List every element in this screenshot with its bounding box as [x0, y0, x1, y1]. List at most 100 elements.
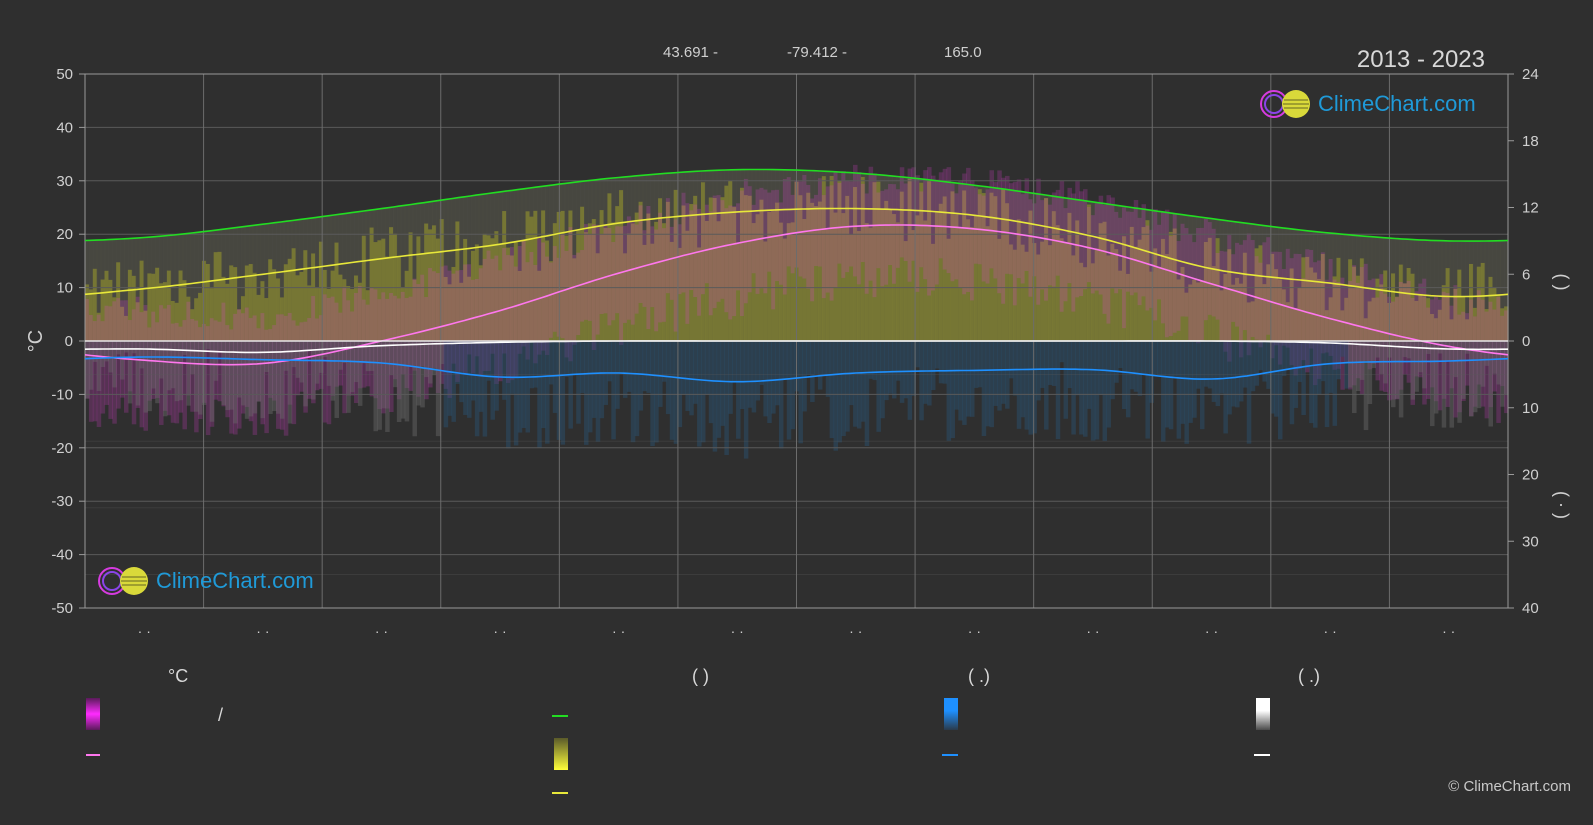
temp-range-bar: [1297, 253, 1302, 370]
sunshine-bar: [1293, 308, 1299, 341]
precip-bar: [587, 341, 593, 433]
temp-range-bar: [1476, 290, 1482, 385]
sunshine-bar: [120, 306, 125, 341]
temp-range-bar: [1437, 299, 1443, 411]
precip-bar: [864, 341, 870, 447]
x-tick-label-month: · ·: [1086, 623, 1099, 639]
temp-range-bar: [1285, 248, 1291, 348]
temp-range-bar: [529, 252, 534, 342]
temp-range-bar: [260, 313, 265, 425]
precip-bar: [997, 341, 1002, 411]
precip-bar: [104, 341, 109, 362]
sunshine-bar: [311, 253, 316, 341]
temp-range-bar: [856, 172, 862, 285]
temp-range-bar: [860, 183, 866, 263]
sunshine-bar: [318, 241, 324, 341]
precip-bar: [1433, 341, 1439, 414]
precip-bar: [443, 341, 449, 428]
sunshine-bar: [1141, 227, 1147, 341]
daylight-bar: [190, 233, 195, 341]
sunshine-bar: [221, 276, 226, 341]
precip-bar: [599, 341, 605, 419]
precip-bar: [728, 341, 733, 414]
sunshine-bar: [478, 265, 484, 341]
precip-bar: [264, 341, 269, 373]
precip-bar: [1379, 341, 1384, 374]
temp-range-bar: [1227, 235, 1232, 362]
sunshine-bar: [369, 227, 375, 341]
sunshine-bar: [541, 210, 546, 341]
logo-bottom[interactable]: ClimeChart.com: [96, 565, 314, 597]
sunshine-bar: [1122, 236, 1127, 341]
temp-range-bar: [763, 189, 768, 294]
sunshine-bar: [116, 262, 121, 341]
temp-range-bar: [494, 255, 499, 384]
temp-range-bar: [599, 234, 605, 315]
sunshine-bar: [1504, 306, 1509, 341]
sunshine-bar: [283, 264, 289, 341]
temp-range-bar: [486, 250, 492, 371]
temp-range-bar: [1008, 183, 1014, 275]
temp-range-bar: [143, 305, 148, 431]
sunshine-bar: [276, 278, 281, 341]
temp-range-bar: [853, 164, 858, 277]
y-axis-label-right-bottom: ( · ): [1552, 491, 1572, 519]
legend-snow-title: ( .): [1298, 666, 1320, 686]
temp-range-bar: [131, 309, 137, 425]
precip-bar: [517, 341, 523, 433]
sunshine-bar: [1157, 266, 1162, 341]
precip-bar: [1125, 341, 1131, 418]
sunshine-bar: [1422, 296, 1427, 341]
precip-bar: [950, 341, 955, 439]
precip-bar: [626, 341, 632, 392]
precip-bar: [470, 341, 476, 401]
temp-range-bar: [198, 327, 203, 419]
precip-bar: [1047, 341, 1053, 385]
sunshine-bar: [638, 201, 644, 341]
precip-bar: [513, 341, 519, 446]
precip-bar: [428, 341, 433, 384]
temp-range-bar: [1293, 253, 1299, 376]
temp-range-bar: [1426, 307, 1431, 399]
sunshine-bar: [123, 315, 129, 341]
sunshine-bar: [190, 309, 195, 341]
daylight-bar: [237, 227, 242, 341]
precip-bar: [689, 341, 694, 416]
precip-bar: [1012, 341, 1018, 396]
precip-bar: [552, 341, 558, 413]
precip-bar: [681, 341, 686, 395]
sunshine-bar: [334, 242, 340, 341]
sunshine-bar: [428, 229, 433, 341]
y-tick-label-left: 0: [65, 333, 73, 350]
precip-bar: [1153, 341, 1158, 375]
sunshine-bar: [1219, 290, 1224, 341]
precip-bar: [938, 341, 944, 384]
temp-range-bar: [463, 264, 468, 375]
sunshine-bar: [92, 268, 98, 341]
logo-top[interactable]: ClimeChart.com: [1258, 88, 1476, 120]
precip-bar: [435, 341, 441, 437]
precip-bar: [256, 341, 262, 402]
sunshine-bar: [131, 275, 137, 341]
sunshine-bar: [529, 216, 534, 341]
temp-range-bar: [467, 264, 472, 355]
daylight-bar: [346, 213, 351, 341]
y-tick-label-left: -50: [51, 600, 73, 617]
sunshine-bar: [946, 238, 952, 341]
precip-bar: [1277, 341, 1283, 440]
precip-bar: [595, 341, 601, 442]
sunshine-bar: [1188, 284, 1193, 341]
temp-range-bar: [708, 211, 714, 316]
sunshine-bar: [1110, 243, 1115, 341]
temp-range-bar: [611, 241, 616, 321]
precip-bar: [817, 341, 823, 390]
sunshine-bar: [989, 192, 994, 341]
temp-range-bar: [88, 314, 94, 422]
sunshine-bar: [958, 227, 963, 341]
precip-bar: [704, 341, 710, 395]
sunshine-bar: [240, 296, 246, 341]
sunshine-bar: [506, 247, 511, 341]
temp-range-bar: [1242, 240, 1248, 331]
sunshine-bar: [720, 197, 725, 341]
temp-range-bar: [568, 227, 573, 362]
